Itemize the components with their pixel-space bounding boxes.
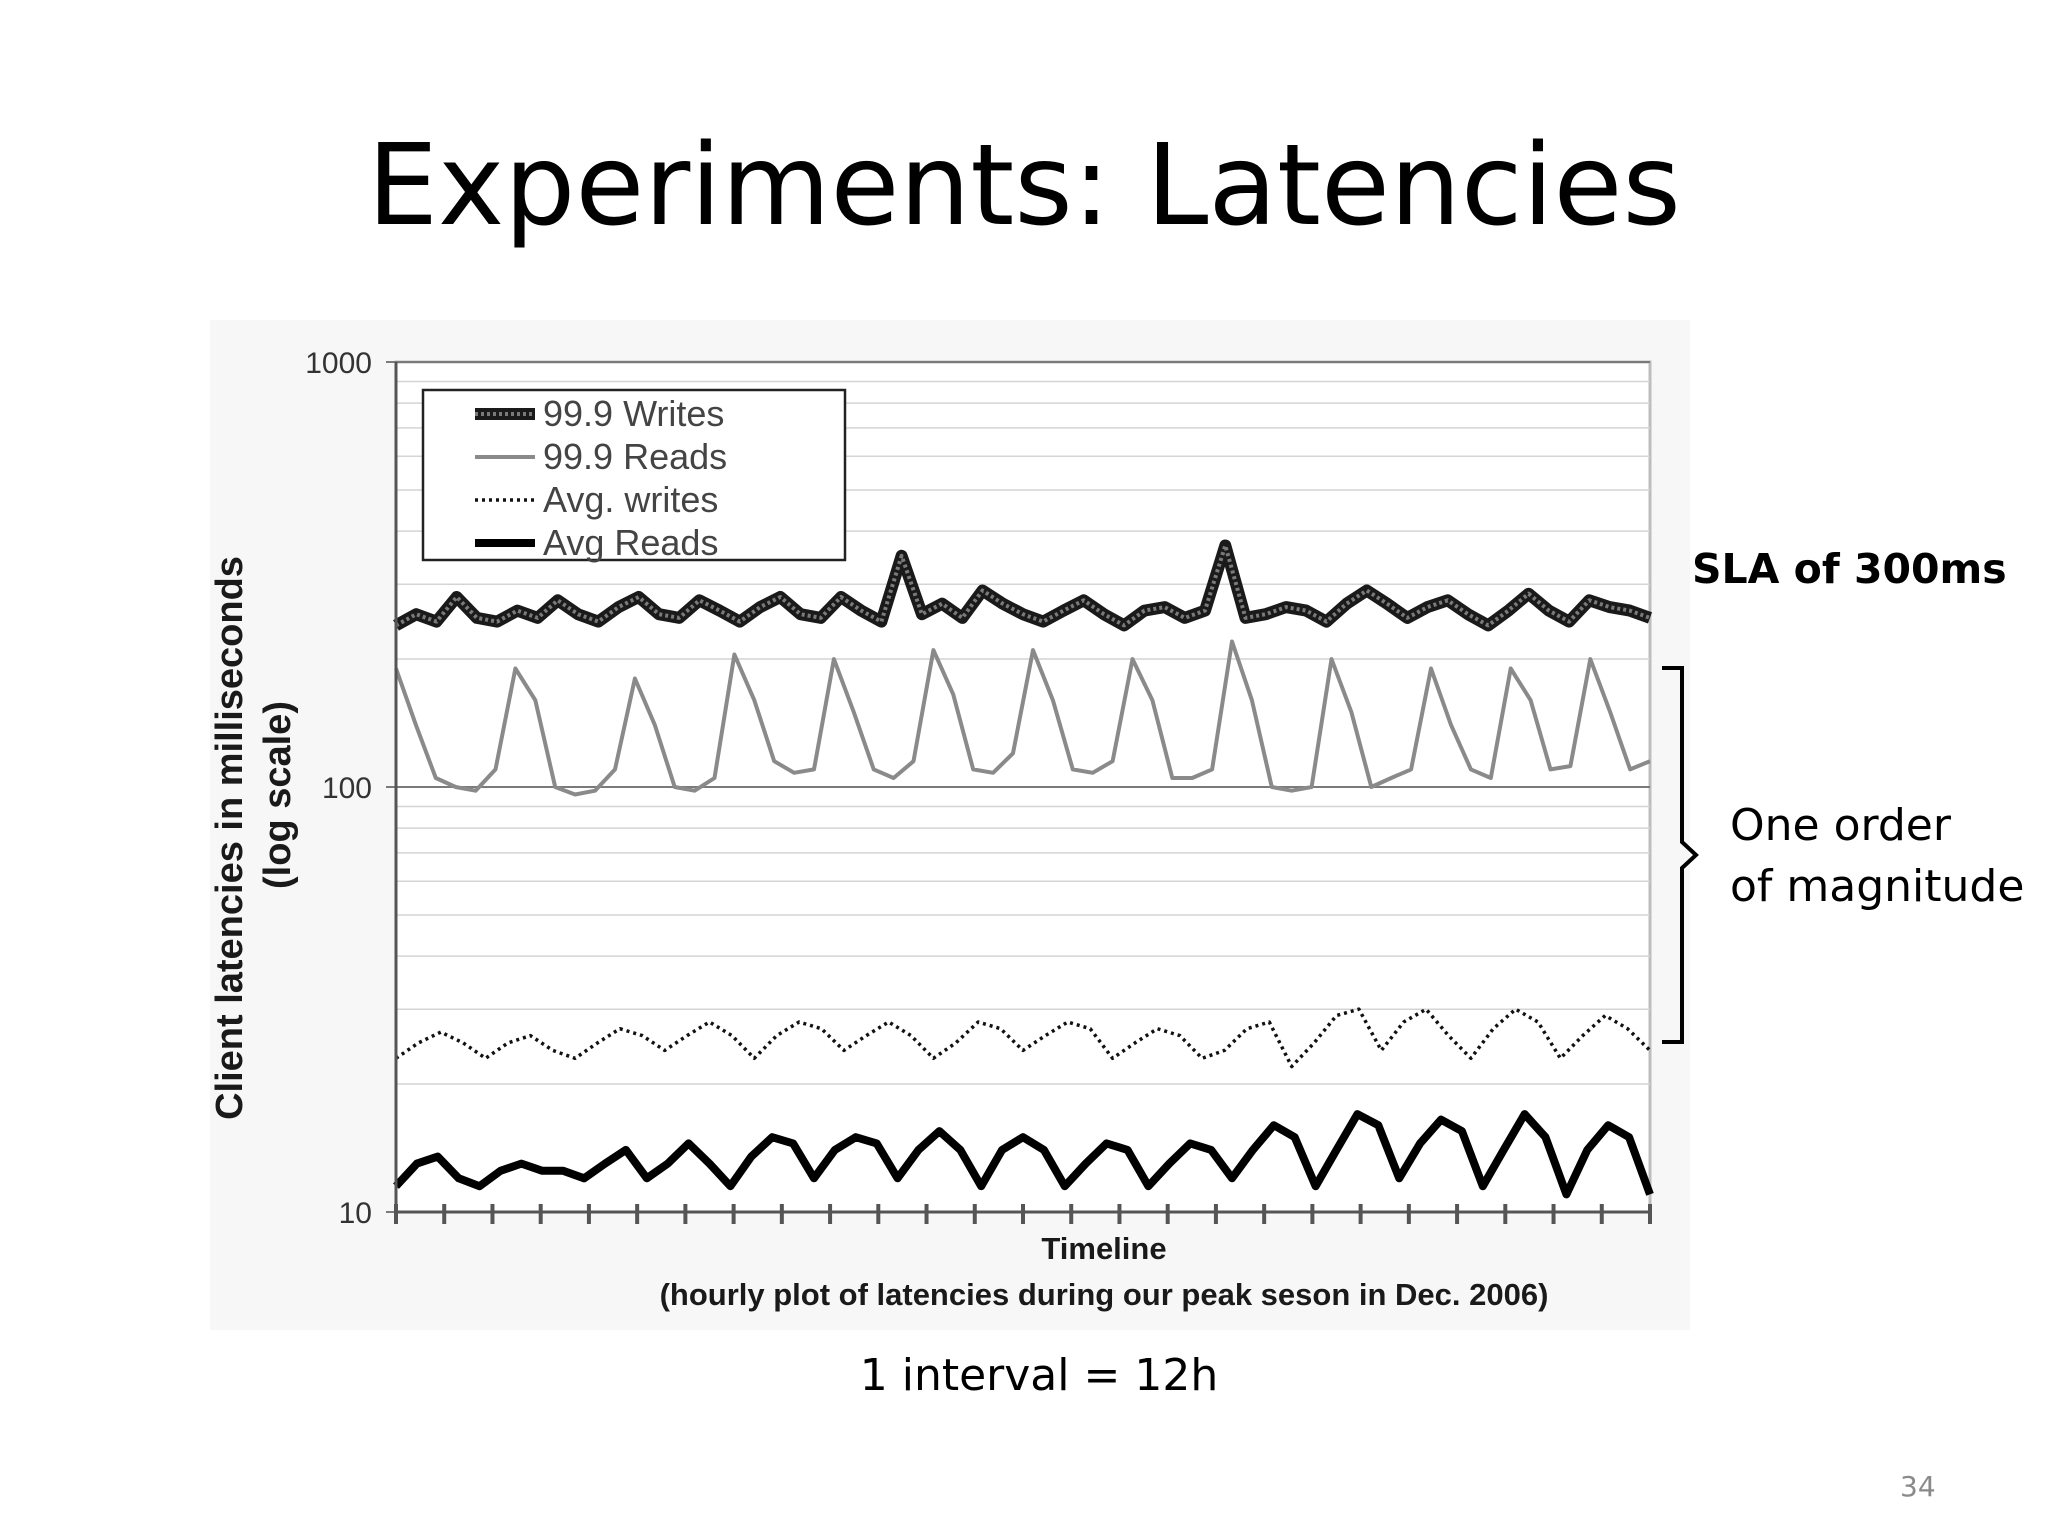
series-99-9-writes <box>395 543 1651 628</box>
page-number: 34 <box>1900 1470 1936 1503</box>
y-tick-label: 100 <box>322 772 372 805</box>
magnitude-label-line2: of magnitude <box>1730 861 2025 912</box>
chart-axes: 10 100 1000 <box>305 347 1652 1230</box>
sla-label: SLA of 300ms <box>1692 545 2007 593</box>
legend-label: 99.9 Reads <box>543 436 727 477</box>
magnitude-bracket <box>1662 666 1699 1044</box>
y-tick-label: 10 <box>339 1197 372 1230</box>
legend-label: Avg Reads <box>543 522 718 563</box>
y-axis-sublabel: (log scale) <box>257 701 299 889</box>
y-tick-label: 1000 <box>305 347 372 380</box>
legend-label: Avg. writes <box>543 479 718 520</box>
series-avg-writes <box>395 1007 1652 1069</box>
x-axis-sublabel: (hourly plot of latencies during our pea… <box>660 1277 1549 1312</box>
magnitude-label: One order of magnitude <box>1730 795 2024 917</box>
chart-series <box>393 539 1654 1199</box>
magnitude-label-line1: One order <box>1730 800 1951 851</box>
series-avg-reads <box>393 1110 1654 1199</box>
y-axis-label: Client latencies in milliseconds <box>210 556 251 1120</box>
slide-title: Experiments: Latencies <box>367 121 1681 251</box>
legend-label: 99.9 Writes <box>543 393 724 434</box>
x-axis-label: Timeline <box>1041 1231 1166 1266</box>
interval-note: 1 interval = 12h <box>859 1350 1219 1401</box>
series-99-9-reads <box>394 639 1651 797</box>
